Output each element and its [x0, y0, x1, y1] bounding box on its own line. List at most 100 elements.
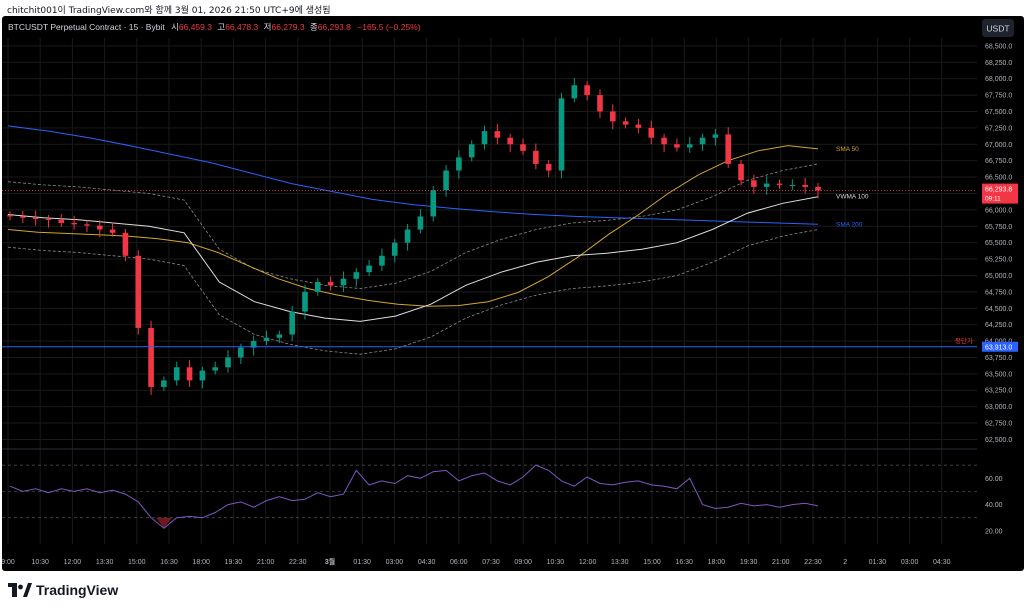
- candle-body: [96, 225, 103, 230]
- rsi-pane: 60.00 40.00 20.00: [2, 448, 1003, 535]
- time-tick-label: 10:30: [547, 559, 565, 566]
- rsi-tick-label: 20.00: [985, 528, 1003, 535]
- time-tick-label: 2: [843, 559, 847, 566]
- candle-body: [494, 131, 501, 138]
- candle-body: [751, 180, 757, 187]
- rsi-tick-label: 60.00: [985, 476, 1003, 483]
- candle-body: [302, 291, 308, 312]
- candle-body: [507, 137, 513, 145]
- candle-body: [648, 127, 655, 138]
- chart-caption: chitchit001이 TradingView.com와 함께 3월 01, …: [7, 6, 331, 16]
- candle-body: [315, 282, 321, 292]
- candle-body: [674, 144, 680, 148]
- sma50-line: [7, 145, 819, 307]
- currency-button-bg[interactable]: [982, 19, 1014, 37]
- candle-body: [661, 137, 667, 145]
- time-tick-label: 18:00: [192, 559, 210, 566]
- candle-body: [686, 144, 693, 148]
- candle-body: [417, 216, 424, 230]
- price-tick-label: 66,000.0: [985, 207, 1012, 214]
- candle-body: [122, 232, 129, 256]
- current-price-tag: [982, 183, 1018, 204]
- candle-body: [7, 215, 13, 217]
- price-tick-label: 65,250.0: [985, 257, 1012, 264]
- tradingview-logo-text: TradingView: [36, 582, 119, 598]
- price-tick-label: 68,250.0: [985, 60, 1012, 67]
- tradingview-logo-icon: [8, 583, 32, 597]
- candle-body: [84, 224, 90, 226]
- time-tick-label: 3월: [325, 557, 335, 566]
- candle-body: [609, 111, 616, 122]
- time-tick-label: 18:00: [708, 559, 726, 566]
- candle-body: [263, 337, 270, 342]
- candle-body: [250, 341, 257, 348]
- symbol-title[interactable]: BTCUSDT Perpetual Contract · 15 · Bybit …: [8, 22, 421, 32]
- bollinger-bands: [7, 163, 819, 355]
- price-tick-label: 64,500.0: [985, 306, 1012, 313]
- time-tick-label: 04:30: [418, 559, 436, 566]
- candle-body: [20, 216, 26, 218]
- candle-body: [379, 255, 385, 266]
- candle-body: [443, 170, 449, 191]
- time-axis[interactable]: 9:00 10:30 12:00 13:30 15:00 16:30 18:00 19:30 2…: [2, 557, 951, 566]
- candle-body: [430, 190, 437, 217]
- candle-body: [161, 380, 167, 387]
- vwma100-line: [7, 196, 819, 322]
- candle-body: [109, 229, 116, 233]
- price-tick-label: 67,500.0: [985, 109, 1012, 116]
- sma50-label: SMA 50: [836, 146, 859, 153]
- candle-body: [622, 121, 629, 125]
- time-tick-label: 01:30: [353, 559, 371, 566]
- candle-body: [58, 219, 65, 223]
- candle-body: [404, 229, 411, 243]
- candle-body: [366, 265, 372, 273]
- chart-panel[interactable]: 60.00 40.00 20.00 68,500.0 68,250.0 68,000.0…: [2, 16, 1024, 571]
- price-tick-label: 63,750.0: [985, 355, 1012, 362]
- time-tick-label: 15:00: [128, 559, 146, 566]
- price-axis[interactable]: 68,500.0 68,250.0 68,000.0 67,750.0 67,500.0…: [985, 43, 1012, 444]
- candle-body: [520, 144, 526, 151]
- time-tick-label: 16:30: [675, 559, 693, 566]
- candle-body: [32, 217, 39, 220]
- time-tick-label: 10:30: [31, 559, 49, 566]
- price-tick-label: 65,500.0: [985, 240, 1012, 247]
- time-tick-label: 13:30: [96, 559, 114, 566]
- candle-body: [71, 222, 77, 225]
- price-tick-label: 63,250.0: [985, 388, 1012, 395]
- price-tick-label: 65,750.0: [985, 224, 1012, 231]
- price-tick-label: 63,500.0: [985, 371, 1012, 378]
- time-tick-label: 22:30: [804, 559, 822, 566]
- candle-body: [699, 137, 706, 145]
- lower-band-line: [7, 229, 819, 355]
- time-tick-label: 21:00: [257, 559, 275, 566]
- candle-body: [635, 124, 642, 128]
- sma200-line: [7, 125, 819, 225]
- currency-button[interactable]: USDT: [986, 24, 1009, 34]
- candle-body: [738, 163, 744, 181]
- grid-lines: [2, 38, 977, 544]
- candle-body: [815, 186, 821, 191]
- candle-body: [468, 144, 475, 158]
- price-tick-label: 65,000.0: [985, 273, 1012, 280]
- candle-body: [789, 184, 796, 186]
- time-tick-label: 21:00: [772, 559, 790, 566]
- candle-body: [45, 219, 52, 221]
- candlesticks: [7, 78, 821, 395]
- candle-body: [558, 98, 565, 171]
- candle-body: [238, 347, 244, 358]
- price-tick-label: 66,750.0: [985, 158, 1012, 165]
- candle-body: [597, 95, 603, 112]
- tradingview-logo[interactable]: TradingView: [8, 580, 118, 600]
- candle-body: [199, 370, 206, 381]
- candle-body: [725, 134, 732, 164]
- time-tick-label: 16:30: [160, 559, 178, 566]
- time-tick-label: 19:30: [740, 559, 758, 566]
- candle-body: [186, 367, 193, 381]
- price-tick-label: 64,750.0: [985, 289, 1012, 296]
- candle-body: [289, 311, 295, 335]
- sma200-label: SMA 200: [836, 221, 863, 228]
- vwma100-label: VWMA 100: [836, 194, 869, 201]
- price-chart[interactable]: 60.00 40.00 20.00 68,500.0 68,250.0 68,000.0…: [2, 16, 1024, 571]
- candle-body: [481, 131, 488, 145]
- candle-body: [353, 272, 360, 279]
